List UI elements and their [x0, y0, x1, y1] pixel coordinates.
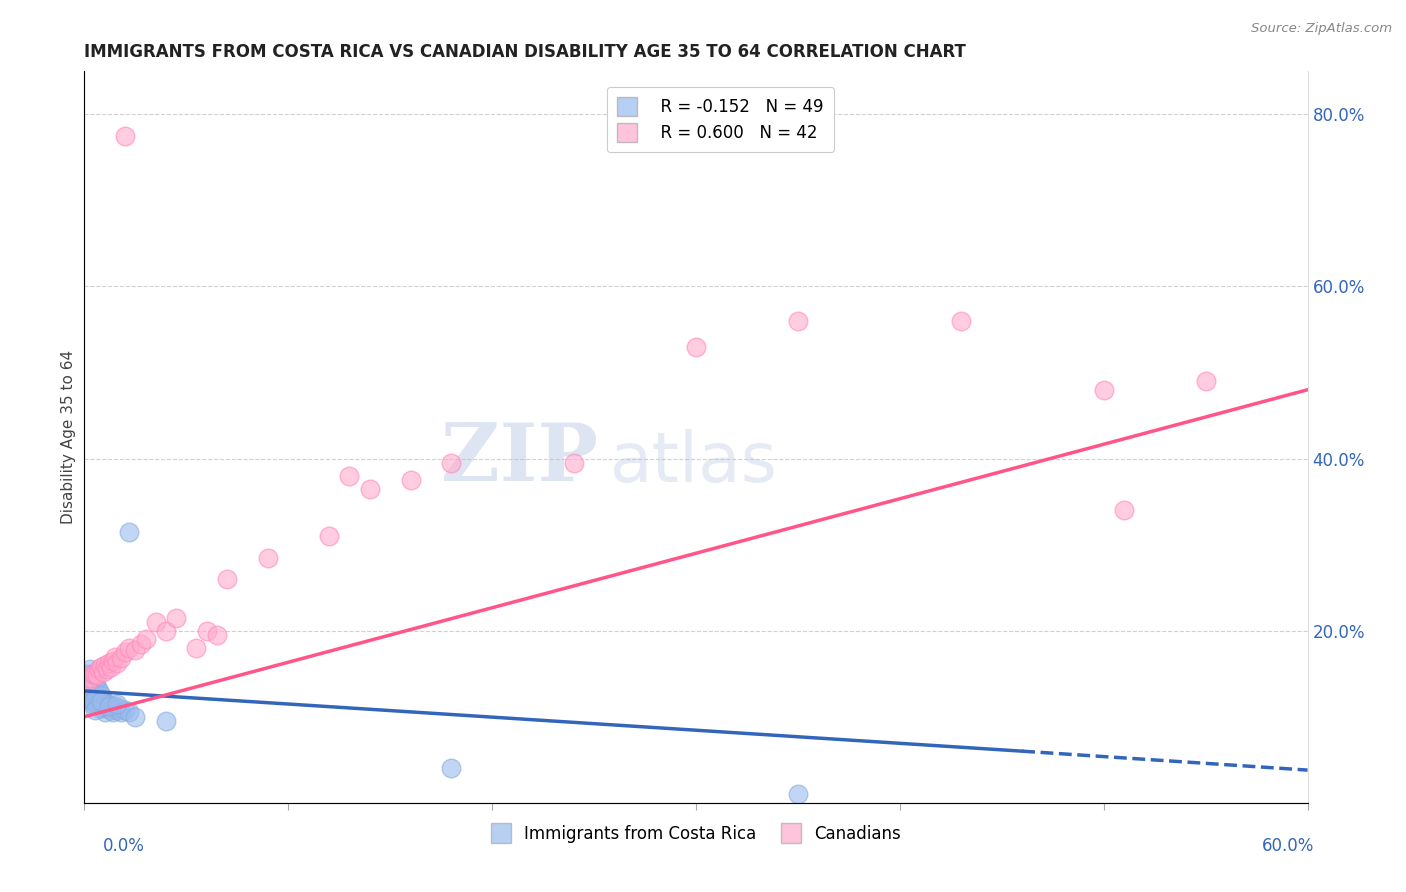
Point: [90, 697, 112, 711]
Point: [359, 482, 381, 496]
Point: [83, 666, 105, 681]
Point: [87, 692, 110, 706]
Point: [75, 675, 97, 690]
Point: [318, 529, 340, 543]
Point: [96, 701, 118, 715]
Point: [100, 703, 122, 717]
Point: [110, 651, 132, 665]
Point: [90, 688, 112, 702]
Point: [93, 706, 115, 720]
Point: [82, 697, 104, 711]
Y-axis label: Disability Age 35 to 64: Disability Age 35 to 64: [60, 350, 76, 524]
Point: [108, 701, 131, 715]
Point: [205, 628, 228, 642]
Point: [79, 666, 101, 681]
Point: [787, 787, 810, 801]
Text: Source: ZipAtlas.com: Source: ZipAtlas.com: [1251, 22, 1392, 36]
Point: [86, 688, 108, 702]
Point: [86, 680, 108, 694]
Point: [124, 710, 146, 724]
Point: [97, 657, 120, 671]
Point: [91, 692, 114, 706]
Point: [399, 473, 422, 487]
Point: [79, 671, 101, 685]
Point: [105, 697, 128, 711]
Text: 60.0%: 60.0%: [1263, 837, 1315, 855]
Point: [257, 550, 280, 565]
Point: [75, 666, 97, 681]
Point: [165, 611, 187, 625]
Point: [145, 615, 167, 629]
Point: [82, 680, 104, 694]
Point: [91, 665, 114, 679]
Point: [1114, 503, 1136, 517]
Point: [90, 694, 112, 708]
Point: [93, 658, 115, 673]
Point: [787, 314, 810, 328]
Point: [131, 637, 153, 651]
Point: [83, 703, 105, 717]
Point: [87, 701, 110, 715]
Point: [75, 684, 97, 698]
Point: [82, 688, 104, 702]
Point: [77, 688, 100, 702]
Point: [97, 697, 120, 711]
Point: [124, 642, 146, 657]
Point: [135, 632, 157, 647]
Point: [118, 640, 141, 655]
Point: [155, 624, 177, 638]
Point: [105, 703, 128, 717]
Point: [101, 706, 124, 720]
Point: [96, 662, 118, 676]
Point: [82, 666, 104, 681]
Point: [114, 645, 136, 659]
Point: [97, 699, 120, 714]
Point: [77, 680, 100, 694]
Point: [77, 675, 100, 690]
Point: [104, 649, 127, 664]
Point: [155, 714, 177, 728]
Point: [685, 340, 707, 354]
Point: [114, 703, 136, 717]
Text: atlas: atlas: [610, 429, 778, 496]
Point: [195, 624, 218, 638]
Point: [79, 675, 101, 690]
Point: [83, 692, 105, 706]
Point: [86, 697, 108, 711]
Point: [186, 640, 208, 655]
Text: ZIP: ZIP: [441, 420, 598, 498]
Point: [93, 697, 115, 711]
Point: [87, 684, 110, 698]
Point: [440, 761, 463, 775]
Point: [79, 684, 101, 698]
Point: [86, 668, 108, 682]
Point: [118, 524, 141, 539]
Point: [1092, 383, 1115, 397]
Text: 0.0%: 0.0%: [103, 837, 145, 855]
Point: [82, 694, 104, 708]
Point: [79, 692, 101, 706]
Point: [83, 684, 105, 698]
Point: [83, 675, 105, 690]
Point: [110, 706, 132, 720]
Point: [950, 314, 973, 328]
Point: [100, 660, 122, 674]
Point: [104, 699, 127, 714]
Text: IMMIGRANTS FROM COSTA RICA VS CANADIAN DISABILITY AGE 35 TO 64 CORRELATION CHART: IMMIGRANTS FROM COSTA RICA VS CANADIAN D…: [84, 44, 966, 62]
Point: [90, 660, 112, 674]
Point: [118, 706, 141, 720]
Point: [114, 128, 136, 143]
Point: [217, 572, 239, 586]
Point: [101, 654, 124, 668]
Point: [91, 701, 114, 715]
Point: [77, 671, 100, 685]
Legend: Immigrants from Costa Rica, Canadians: Immigrants from Costa Rica, Canadians: [484, 817, 908, 849]
Point: [562, 456, 585, 470]
Point: [87, 662, 110, 676]
Point: [339, 468, 361, 483]
Point: [1195, 374, 1218, 388]
Point: [440, 456, 463, 470]
Point: [79, 662, 101, 676]
Point: [105, 657, 128, 671]
